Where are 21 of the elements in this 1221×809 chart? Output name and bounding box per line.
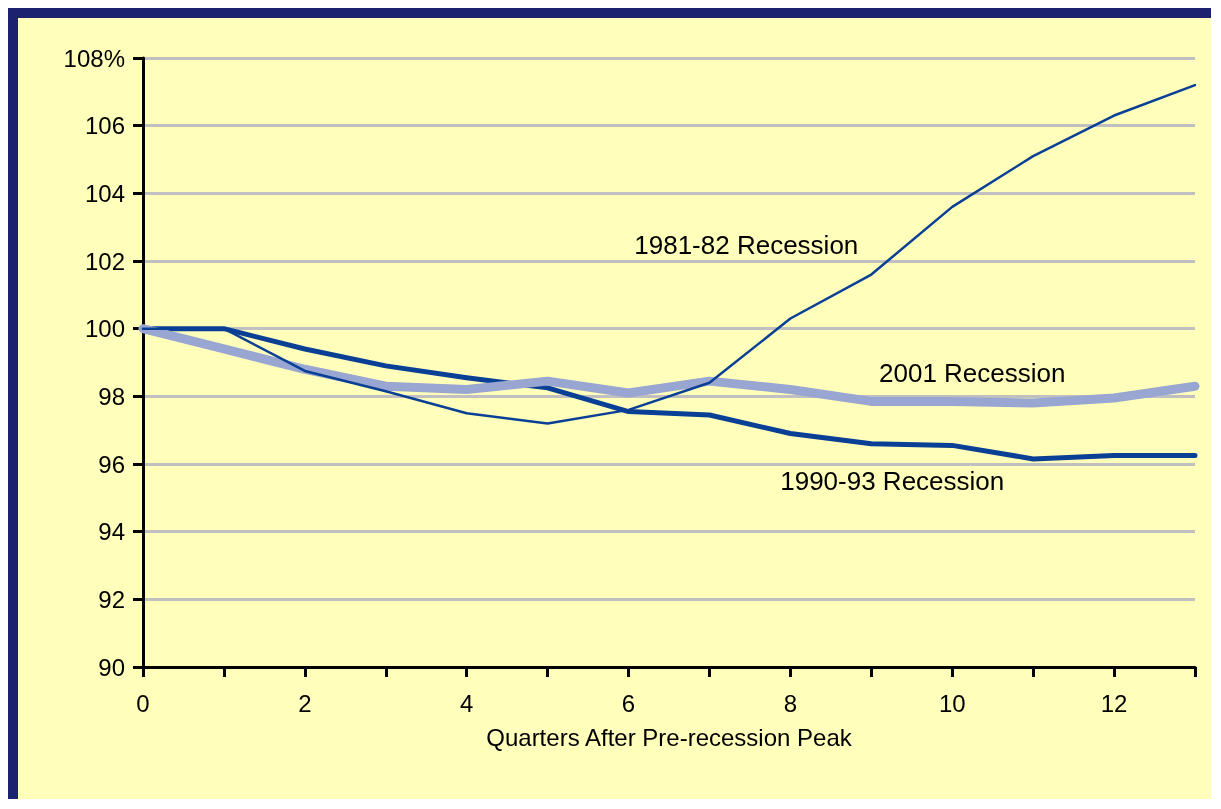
x-axis-title: Quarters After Pre-recession Peak (486, 723, 853, 751)
y-tick-label: 98 (98, 382, 125, 410)
x-tick-label: 0 (136, 689, 150, 717)
x-tick-label: 2 (298, 689, 312, 717)
x-tick-label: 10 (938, 689, 966, 717)
y-tick-label: 104 (84, 179, 125, 207)
y-tick-label: 90 (98, 653, 125, 681)
y-tick-label: 100 (84, 315, 125, 343)
y-tick-label: 102 (84, 247, 125, 275)
series-label: 2001 Recession (879, 358, 1066, 389)
y-tick-label: 106 (84, 112, 125, 140)
x-tick-label: 12 (1100, 689, 1128, 717)
x-tick-label: 8 (783, 689, 798, 717)
y-tick-label: 94 (98, 518, 125, 546)
y-tick-label: 96 (98, 450, 125, 478)
x-tick-label: 4 (460, 689, 474, 717)
y-tick-label: 92 (98, 585, 125, 613)
y-tick-label: 108% (63, 44, 125, 72)
series-label: 1981-82 Recession (634, 229, 859, 260)
x-tick-label: 6 (621, 689, 636, 717)
series-label: 1990-93 Recession (780, 466, 1005, 497)
